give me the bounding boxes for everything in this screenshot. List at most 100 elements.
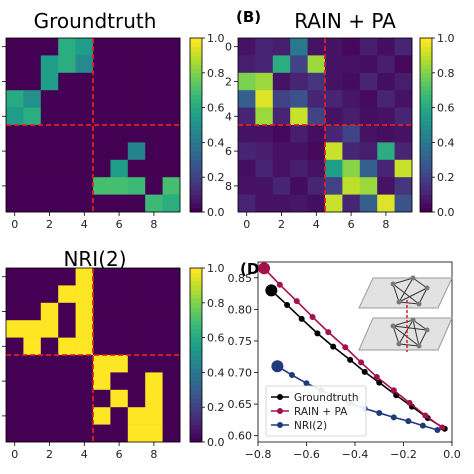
heatmap-cell <box>359 177 378 195</box>
heatmap-cell <box>272 55 291 74</box>
heatmap-cell <box>58 142 76 161</box>
heatmap-cell <box>127 389 146 408</box>
legend-marker <box>277 422 283 428</box>
heatmap-cell <box>359 194 378 213</box>
colorbar-tick-label: 0.0 <box>437 206 455 219</box>
heatmap-cell <box>342 38 361 56</box>
series-point <box>434 427 441 433</box>
x-tick-label: 2 <box>46 448 53 461</box>
heatmap-cell <box>325 194 343 213</box>
heatmap-cell <box>290 159 308 178</box>
heatmap-cell <box>377 194 395 213</box>
heatmap-cell <box>145 407 163 425</box>
heatmap-cell <box>110 268 129 286</box>
colorbar-tick-label: 0.6 <box>207 102 225 115</box>
heatmap-cell <box>127 38 146 56</box>
heatmap-cell <box>93 355 111 373</box>
heatmap-cell <box>75 285 94 304</box>
heatmap-cell <box>23 90 42 108</box>
y-tick-label: 0.70 <box>228 367 253 380</box>
heatmap-cell <box>359 142 378 161</box>
panel-a: Groundtruth 0 2 4 6 8 0.0 0.2 0.4 0.6 0.8 1.0 <box>2 9 225 231</box>
colorbar-tick-label: 0.8 <box>437 67 455 80</box>
panel-b: (B) RAIN + PA 0 2 4 6 8 0 2 4 6 8 0.0 0.2 0.4 0.6 0.8… <box>225 8 455 231</box>
heatmap-cell <box>93 268 111 286</box>
heatmap-cell <box>58 38 76 56</box>
y-tick-label: 0.65 <box>228 398 253 411</box>
heatmap-cell <box>40 142 59 161</box>
series-point <box>361 368 368 375</box>
heatmap-cell <box>394 55 413 74</box>
heatmap-cell <box>40 355 59 373</box>
heatmap-cell <box>127 90 146 108</box>
heatmap-cell <box>75 355 94 373</box>
x-tick-label: 2 <box>46 218 53 231</box>
series-point <box>288 372 295 379</box>
heatmap-cell <box>377 125 395 143</box>
heatmap-cell <box>93 125 111 143</box>
panel-b-label: (B) <box>236 8 261 26</box>
heatmap-cell <box>255 194 274 213</box>
heatmap-cell <box>6 72 24 91</box>
heatmap-cell <box>255 38 274 56</box>
heatmap-cell <box>6 194 24 213</box>
x-tick-label: −0.8 <box>245 448 272 461</box>
heatmap-cell <box>40 38 59 56</box>
colorbar-tick-label: 0.0 <box>207 206 225 219</box>
heatmap-cell <box>238 38 256 56</box>
heatmap-cell <box>394 159 413 178</box>
heatmap-cell <box>40 407 59 425</box>
heatmap-cell <box>75 90 94 108</box>
x-tick-label: 4 <box>81 448 88 461</box>
heatmap-cell <box>75 107 94 126</box>
colorbar-tick-label: 0.6 <box>207 332 225 345</box>
heatmap-cell <box>342 194 361 213</box>
heatmap-cell <box>162 90 181 108</box>
heatmap-cell <box>162 142 181 161</box>
heatmap-cell <box>40 389 59 408</box>
heatmap-cell <box>75 194 94 213</box>
heatmap-cell <box>58 107 76 126</box>
heatmap-cell <box>394 90 413 108</box>
heatmap-cell <box>272 177 291 195</box>
heatmap-cell <box>145 177 163 195</box>
x-tick-label: 2 <box>278 218 285 231</box>
series-point <box>347 356 354 363</box>
line-chart: −0.8 −0.6 −0.4 −0.2 0.0 0.60 0.65 0.70 0.75 0.80 0… <box>228 261 461 461</box>
colorbar-tick-label: 0.6 <box>437 102 455 115</box>
series-point <box>314 330 321 337</box>
series-point <box>309 313 316 320</box>
heatmap-cell <box>93 337 111 356</box>
heatmap-cell <box>359 38 378 56</box>
heatmap-cell <box>23 142 42 161</box>
heatmap-cell <box>110 194 129 213</box>
heatmap-cell <box>145 372 163 391</box>
heatmap-cell <box>110 142 129 161</box>
heatmap-cell <box>272 159 291 178</box>
y-tick-label: 0.85 <box>228 272 253 285</box>
heatmap-cell <box>325 107 343 126</box>
heatmap-cell <box>342 159 361 178</box>
heatmap-cell <box>127 372 146 391</box>
heatmap-cell <box>6 389 24 408</box>
colorbar-tick-label: 0.2 <box>207 171 225 184</box>
heatmap-cell <box>93 194 111 213</box>
heatmap-cell <box>325 55 343 74</box>
heatmap-cell <box>110 159 129 178</box>
heatmap-cell <box>290 177 308 195</box>
heatmap-cell <box>40 107 59 126</box>
heatmap-cell <box>110 320 129 338</box>
heatmap-cell <box>127 142 146 161</box>
heatmap-cell <box>238 90 256 108</box>
heatmap-cell <box>290 125 308 143</box>
heatmap-cell <box>75 268 94 286</box>
legend-marker <box>277 394 283 400</box>
heatmap-cell <box>40 302 59 321</box>
heatmap-cell <box>6 125 24 143</box>
x-tick-label: 4 <box>81 218 88 231</box>
series-point <box>258 262 271 275</box>
series-point <box>293 298 300 305</box>
heatmap-cell <box>93 389 111 408</box>
x-tick-label: 0.0 <box>443 448 461 461</box>
